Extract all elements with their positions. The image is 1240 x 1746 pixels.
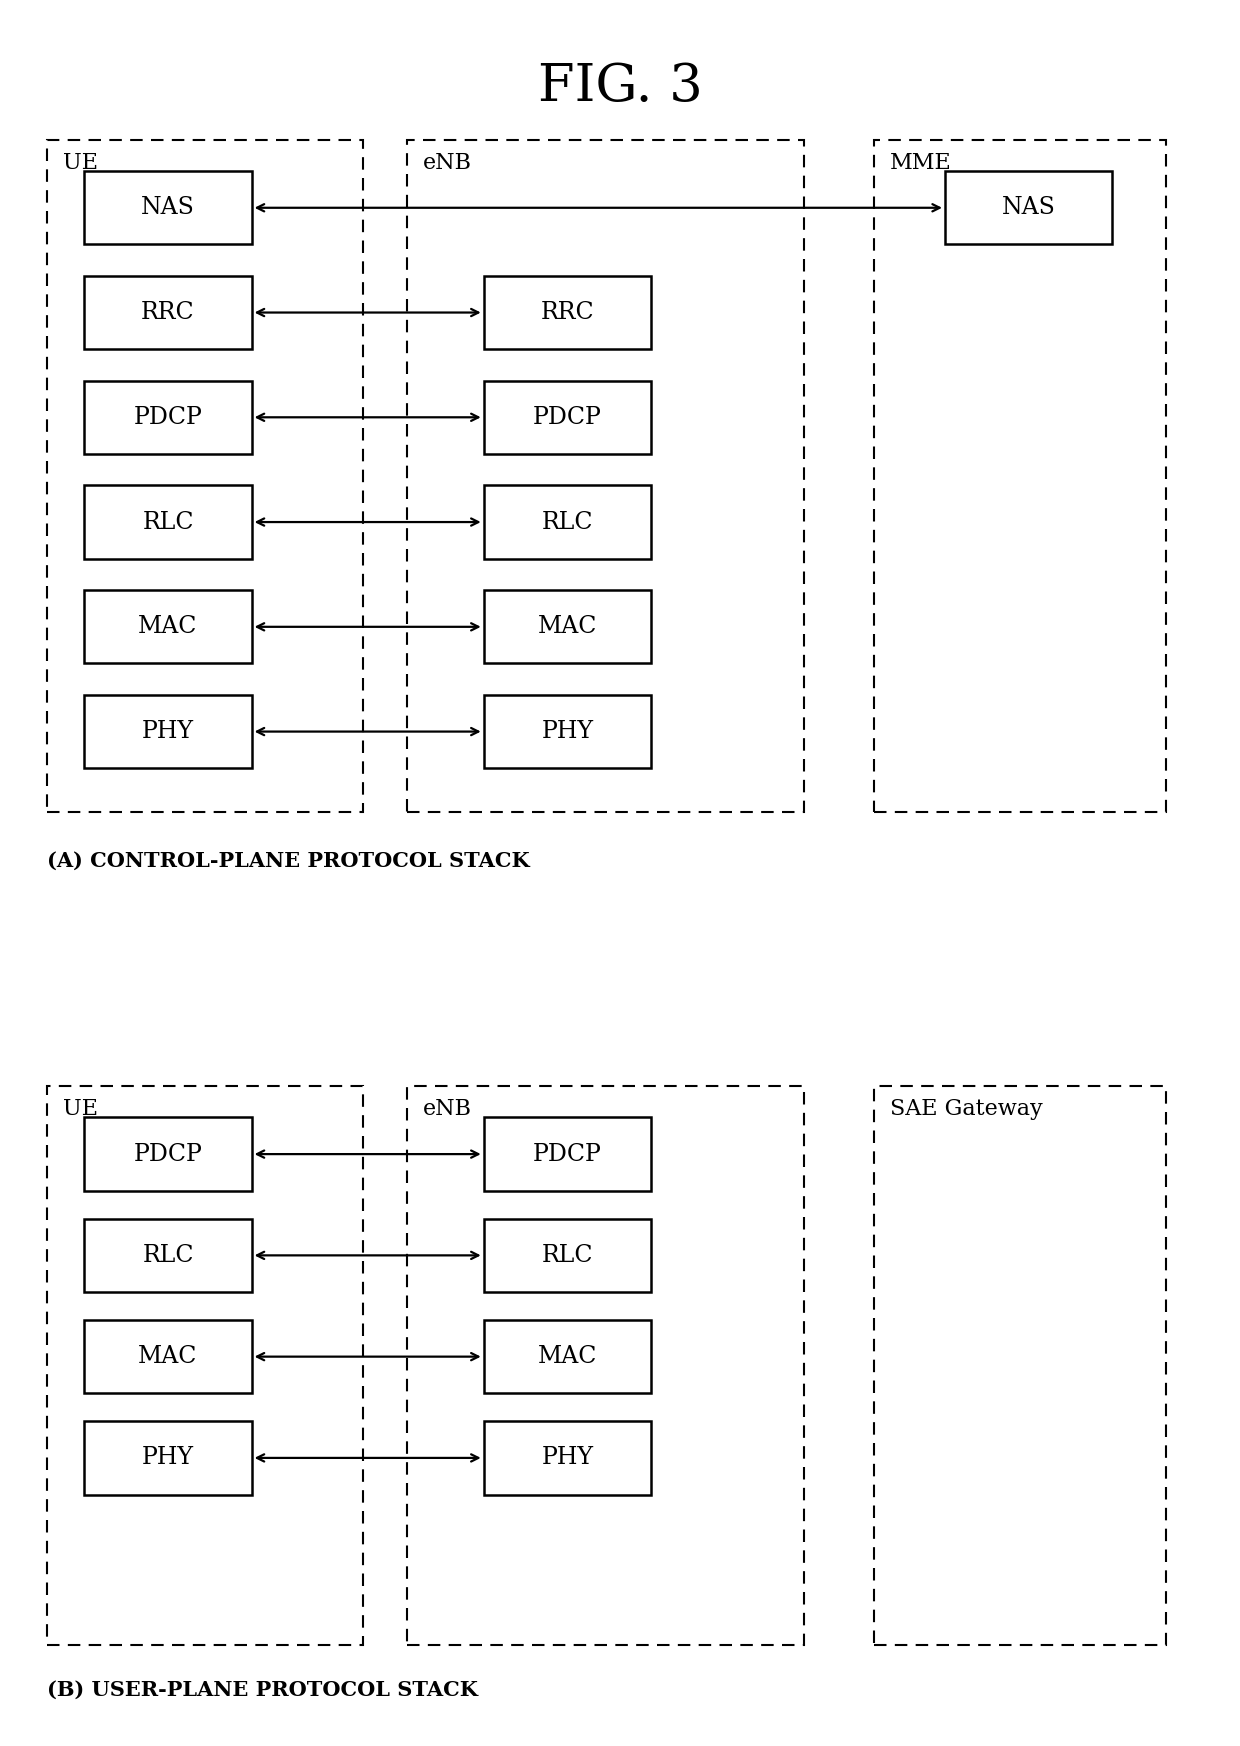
Bar	[945, 171, 1112, 244]
Bar	[484, 695, 651, 768]
Bar	[484, 1219, 651, 1292]
Bar	[84, 381, 252, 454]
Text: NAS: NAS	[1002, 196, 1055, 220]
Bar	[84, 1421, 252, 1495]
Bar	[84, 485, 252, 559]
Text: PDCP: PDCP	[134, 1142, 202, 1166]
Bar	[84, 276, 252, 349]
Text: PHY: PHY	[542, 1446, 593, 1470]
Bar	[84, 695, 252, 768]
Bar	[874, 1086, 1166, 1645]
Text: SAE Gateway: SAE Gateway	[890, 1098, 1043, 1121]
Text: RLC: RLC	[143, 510, 193, 534]
Bar	[47, 140, 363, 812]
Bar	[484, 1421, 651, 1495]
Bar	[484, 276, 651, 349]
Bar	[84, 590, 252, 663]
Text: PHY: PHY	[143, 1446, 193, 1470]
Text: FIG. 3: FIG. 3	[538, 61, 702, 112]
Bar	[407, 140, 804, 812]
Text: UE: UE	[63, 1098, 98, 1121]
Text: MAC: MAC	[538, 615, 596, 639]
Bar	[484, 485, 651, 559]
Text: PDCP: PDCP	[533, 1142, 601, 1166]
Text: eNB: eNB	[423, 152, 472, 175]
Bar	[484, 590, 651, 663]
Text: RLC: RLC	[542, 1243, 593, 1268]
Text: UE: UE	[63, 152, 98, 175]
Text: (B) USER-PLANE PROTOCOL STACK: (B) USER-PLANE PROTOCOL STACK	[47, 1680, 477, 1699]
Text: PHY: PHY	[542, 719, 593, 744]
Text: MAC: MAC	[139, 1344, 197, 1369]
Bar	[84, 1219, 252, 1292]
Text: eNB: eNB	[423, 1098, 472, 1121]
Text: NAS: NAS	[141, 196, 195, 220]
Bar	[484, 1320, 651, 1393]
Bar	[84, 1117, 252, 1191]
Text: MAC: MAC	[538, 1344, 596, 1369]
Text: RLC: RLC	[143, 1243, 193, 1268]
Text: (A) CONTROL-PLANE PROTOCOL STACK: (A) CONTROL-PLANE PROTOCOL STACK	[47, 850, 529, 870]
Text: MME: MME	[890, 152, 952, 175]
Bar	[407, 1086, 804, 1645]
Text: RRC: RRC	[141, 300, 195, 325]
Bar	[84, 1320, 252, 1393]
Bar	[47, 1086, 363, 1645]
Text: RRC: RRC	[541, 300, 594, 325]
Text: MAC: MAC	[139, 615, 197, 639]
Bar	[484, 1117, 651, 1191]
Bar	[484, 381, 651, 454]
Bar	[874, 140, 1166, 812]
Bar	[84, 171, 252, 244]
Text: PHY: PHY	[143, 719, 193, 744]
Text: PDCP: PDCP	[134, 405, 202, 430]
Text: RLC: RLC	[542, 510, 593, 534]
Text: PDCP: PDCP	[533, 405, 601, 430]
